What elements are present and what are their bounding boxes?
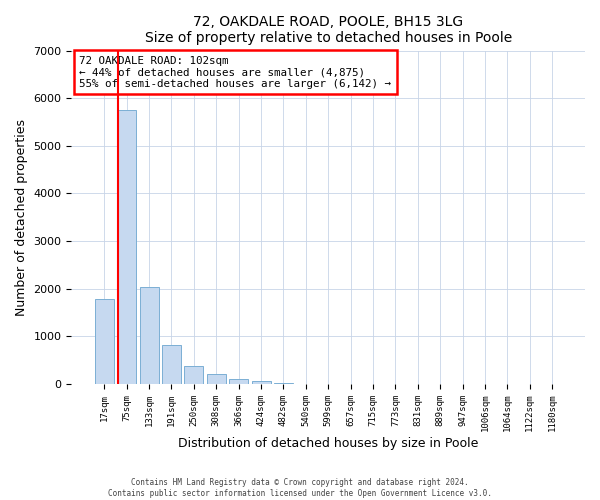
Bar (95, 300, 114, 384)
Text: Contains HM Land Registry data © Crown copyright and database right 2024.
Contai: Contains HM Land Registry data © Crown c… (108, 478, 492, 498)
X-axis label: Distribution of detached houses by size in Poole: Distribution of detached houses by size … (178, 437, 478, 450)
Bar (140, 287, 158, 384)
Bar (274, 383, 293, 384)
Bar (207, 374, 226, 384)
Bar (162, 345, 181, 384)
Y-axis label: Number of detached properties: Number of detached properties (15, 119, 28, 316)
Bar (184, 366, 203, 384)
Bar (117, 110, 136, 384)
Bar (251, 381, 271, 384)
Text: 72 OAKDALE ROAD: 102sqm
← 44% of detached houses are smaller (4,875)
55% of semi: 72 OAKDALE ROAD: 102sqm ← 44% of detache… (79, 56, 391, 88)
Title: 72, OAKDALE ROAD, POOLE, BH15 3LG
Size of property relative to detached houses i: 72, OAKDALE ROAD, POOLE, BH15 3LG Size o… (145, 15, 512, 45)
Bar (229, 379, 248, 384)
